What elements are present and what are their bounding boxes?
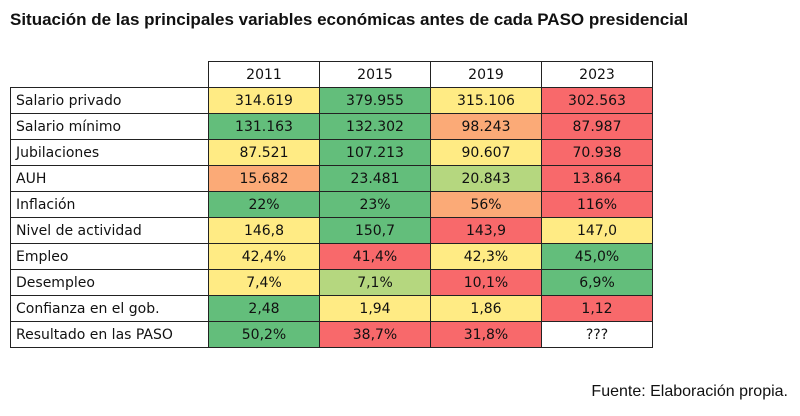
year-header: 2023 xyxy=(541,61,653,88)
value-cell: 146,8 xyxy=(208,217,320,244)
table-row: Salario privado 314.619 379.955 315.106 302.… xyxy=(10,87,653,114)
value-cell: 314.619 xyxy=(208,87,320,114)
value-cell: 87.521 xyxy=(208,139,320,166)
value-cell: 147,0 xyxy=(541,217,653,244)
row-label: Salario mínimo xyxy=(10,113,209,140)
value-cell: 70.938 xyxy=(541,139,653,166)
row-label: Resultado en las PASO xyxy=(10,321,209,348)
table-row: AUH 15.682 23.481 20.843 13.864 xyxy=(10,165,653,192)
value-cell: 107.213 xyxy=(319,139,431,166)
value-cell: 15.682 xyxy=(208,165,320,192)
page-title: Situación de las principales variables e… xyxy=(10,10,689,29)
value-cell: 87.987 xyxy=(541,113,653,140)
value-cell: 23% xyxy=(319,191,431,218)
table-corner xyxy=(10,61,209,88)
value-cell: 45,0% xyxy=(541,243,653,270)
table-body: Salario privado 314.619 379.955 315.106 302.… xyxy=(10,87,653,348)
value-cell: 38,7% xyxy=(319,321,431,348)
value-cell: ??? xyxy=(541,321,653,348)
row-label: Inflación xyxy=(10,191,209,218)
row-label: Nivel de actividad xyxy=(10,217,209,244)
year-header: 2019 xyxy=(430,61,542,88)
value-cell: 90.607 xyxy=(430,139,542,166)
row-label: Desempleo xyxy=(10,269,209,296)
row-label: Jubilaciones xyxy=(10,139,209,166)
value-cell: 7,1% xyxy=(319,269,431,296)
value-cell: 1,86 xyxy=(430,295,542,322)
source-note: Fuente: Elaboración propia. xyxy=(591,383,788,400)
value-cell: 143,9 xyxy=(430,217,542,244)
table-row: Nivel de actividad 146,8 150,7 143,9 147,0 xyxy=(10,217,653,244)
value-cell: 31,8% xyxy=(430,321,542,348)
value-cell: 22% xyxy=(208,191,320,218)
value-cell: 42,4% xyxy=(208,243,320,270)
table-header-row: 2011 2015 2019 2023 xyxy=(10,61,653,88)
value-cell: 10,1% xyxy=(430,269,542,296)
value-cell: 41,4% xyxy=(319,243,431,270)
table-row: Salario mínimo 131.163 132.302 98.243 87.987 xyxy=(10,113,653,140)
value-cell: 131.163 xyxy=(208,113,320,140)
year-header: 2011 xyxy=(208,61,320,88)
value-cell: 13.864 xyxy=(541,165,653,192)
value-cell: 1,12 xyxy=(541,295,653,322)
value-cell: 150,7 xyxy=(319,217,431,244)
value-cell: 132.302 xyxy=(319,113,431,140)
year-header: 2015 xyxy=(319,61,431,88)
value-cell: 379.955 xyxy=(319,87,431,114)
value-cell: 6,9% xyxy=(541,269,653,296)
value-cell: 7,4% xyxy=(208,269,320,296)
table-row: Resultado en las PASO 50,2% 38,7% 31,8%??? xyxy=(10,321,653,348)
value-cell: 23.481 xyxy=(319,165,431,192)
table-row: Inflación 22% 23% 56% 116% xyxy=(10,191,653,218)
row-label: Empleo xyxy=(10,243,209,270)
value-cell: 2,48 xyxy=(208,295,320,322)
value-cell: 1,94 xyxy=(319,295,431,322)
economic-variables-table-container: 2011 2015 2019 2023 Salario privado 314.6… xyxy=(10,61,653,348)
table-row: Desempleo 7,4% 7,1% 10,1% 6,9% xyxy=(10,269,653,296)
value-cell: 56% xyxy=(430,191,542,218)
value-cell: 50,2% xyxy=(208,321,320,348)
economic-variables-table: 2011 2015 2019 2023 Salario privado 314.6… xyxy=(10,61,653,348)
row-label: AUH xyxy=(10,165,209,192)
table-row: Empleo 42,4% 41,4% 42,3% 45,0% xyxy=(10,243,653,270)
table-row: Confianza en el gob. 2,48 1,94 1,86 1,12 xyxy=(10,295,653,322)
value-cell: 116% xyxy=(541,191,653,218)
row-label: Confianza en el gob. xyxy=(10,295,209,322)
table-row: Jubilaciones 87.521 107.213 90.607 70.938 xyxy=(10,139,653,166)
value-cell: 20.843 xyxy=(430,165,542,192)
value-cell: 42,3% xyxy=(430,243,542,270)
value-cell: 315.106 xyxy=(430,87,542,114)
value-cell: 302.563 xyxy=(541,87,653,114)
value-cell: 98.243 xyxy=(430,113,542,140)
row-label: Salario privado xyxy=(10,87,209,114)
